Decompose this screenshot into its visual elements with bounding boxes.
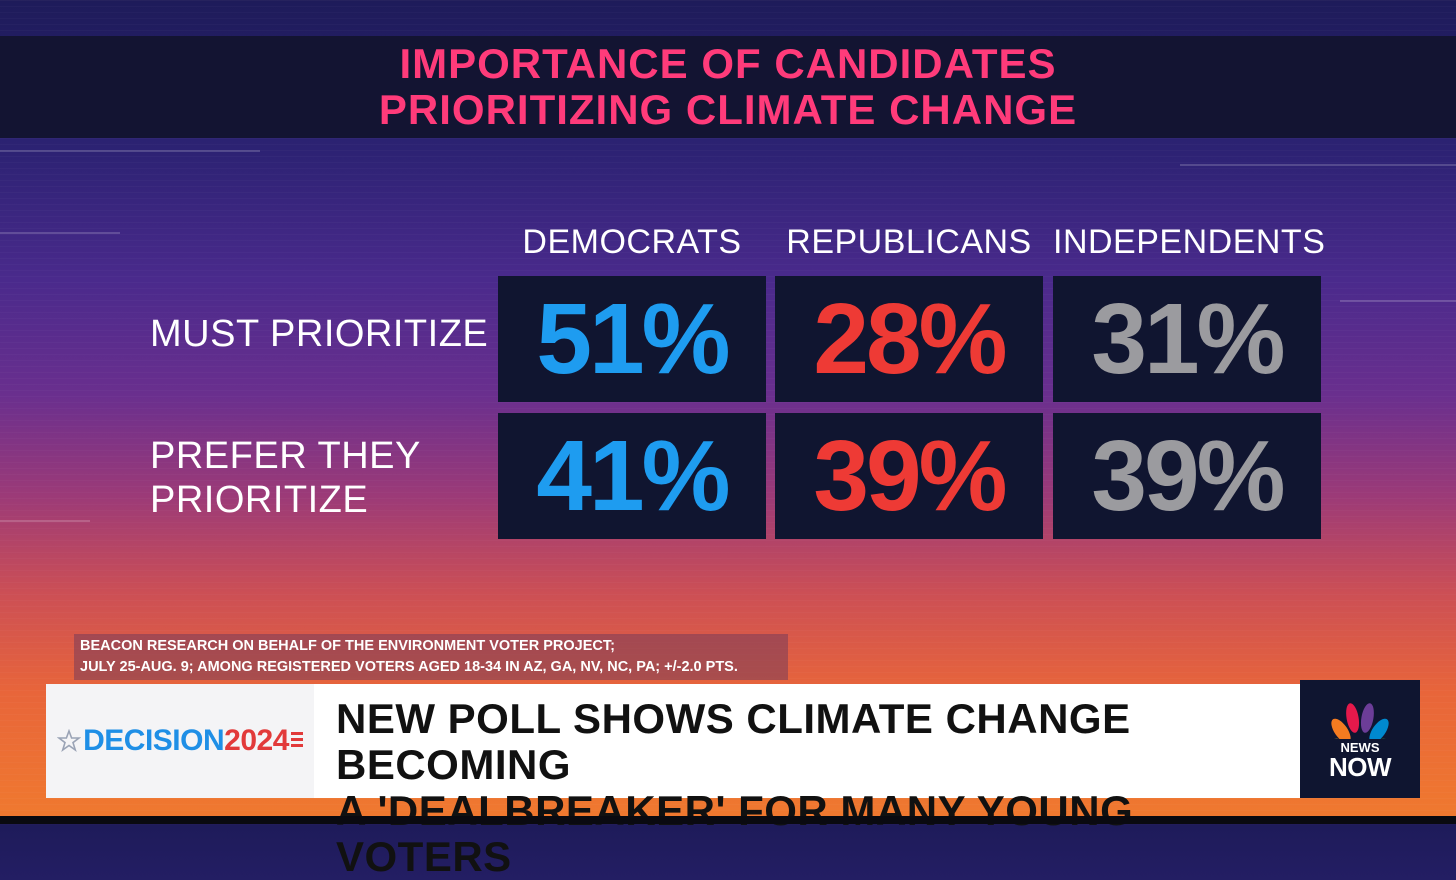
logo-word: DECISION (83, 724, 225, 757)
decision-2024-logo: DECISION 2024 (46, 684, 314, 798)
light-streak (0, 520, 90, 522)
cell-must-democrats: 51% (498, 276, 766, 402)
star-icon (57, 729, 82, 753)
chart-title-line-2: PRIORITIZING CLIMATE CHANGE (378, 86, 1078, 133)
cell-prefer-republicans: 39% (775, 413, 1043, 539)
light-streak (1340, 300, 1456, 302)
column-header-republicans: REPUBLICANS (786, 223, 1032, 261)
column-header-independents: INDEPENDENTS (1053, 223, 1326, 261)
lower-third-ticker: DECISION 2024 NEW POLL SHOWS CLIMATE CHA… (46, 680, 1420, 880)
network-now-label: NOW (1328, 751, 1392, 782)
flag-stripes-icon (290, 732, 303, 747)
bottom-bar (0, 816, 1456, 824)
source-line-2: JULY 25-AUG. 9; AMONG REGISTERED VOTERS … (80, 659, 738, 675)
headline-line-2: A 'DEALBREAKER' FOR MANY YOUNG VOTERS (336, 787, 1134, 880)
row-label-line: MUST PRIORITIZE (150, 313, 489, 355)
headline: NEW POLL SHOWS CLIMATE CHANGE BECOMING A… (336, 696, 1296, 880)
logo-year: 2024 (224, 724, 289, 757)
cell-must-independents: 31% (1053, 276, 1321, 402)
nbc-news-now-logo: NEWS NOW (1300, 680, 1420, 798)
row-label-line: PREFER THEY (150, 435, 421, 477)
row-label-must-prioritize: MUST PRIORITIZE (150, 312, 490, 356)
headline-line-1: NEW POLL SHOWS CLIMATE CHANGE BECOMING (336, 695, 1131, 788)
light-streak (0, 150, 260, 152)
cell-prefer-independents: 39% (1053, 413, 1321, 539)
title-band: IMPORTANCE OF CANDIDATES PRIORITIZING CL… (0, 36, 1456, 138)
network-news-label: NEWS (1340, 739, 1380, 755)
row-label-line: PRIORITIZE (150, 479, 369, 521)
chart-title-line-1: IMPORTANCE OF CANDIDATES (399, 40, 1057, 87)
row-label-prefer-they-prioritize: PREFER THEY PRIORITIZE (150, 434, 490, 522)
light-streak (0, 232, 120, 234)
light-streak (1180, 164, 1456, 166)
source-line-1: BEACON RESEARCH ON BEHALF OF THE ENVIRON… (80, 638, 615, 654)
source-note: BEACON RESEARCH ON BEHALF OF THE ENVIRON… (74, 634, 788, 680)
cell-must-republicans: 28% (775, 276, 1043, 402)
peacock-icon (1330, 702, 1390, 739)
cell-prefer-democrats: 41% (498, 413, 766, 539)
column-header-democrats: DEMOCRATS (522, 223, 742, 261)
